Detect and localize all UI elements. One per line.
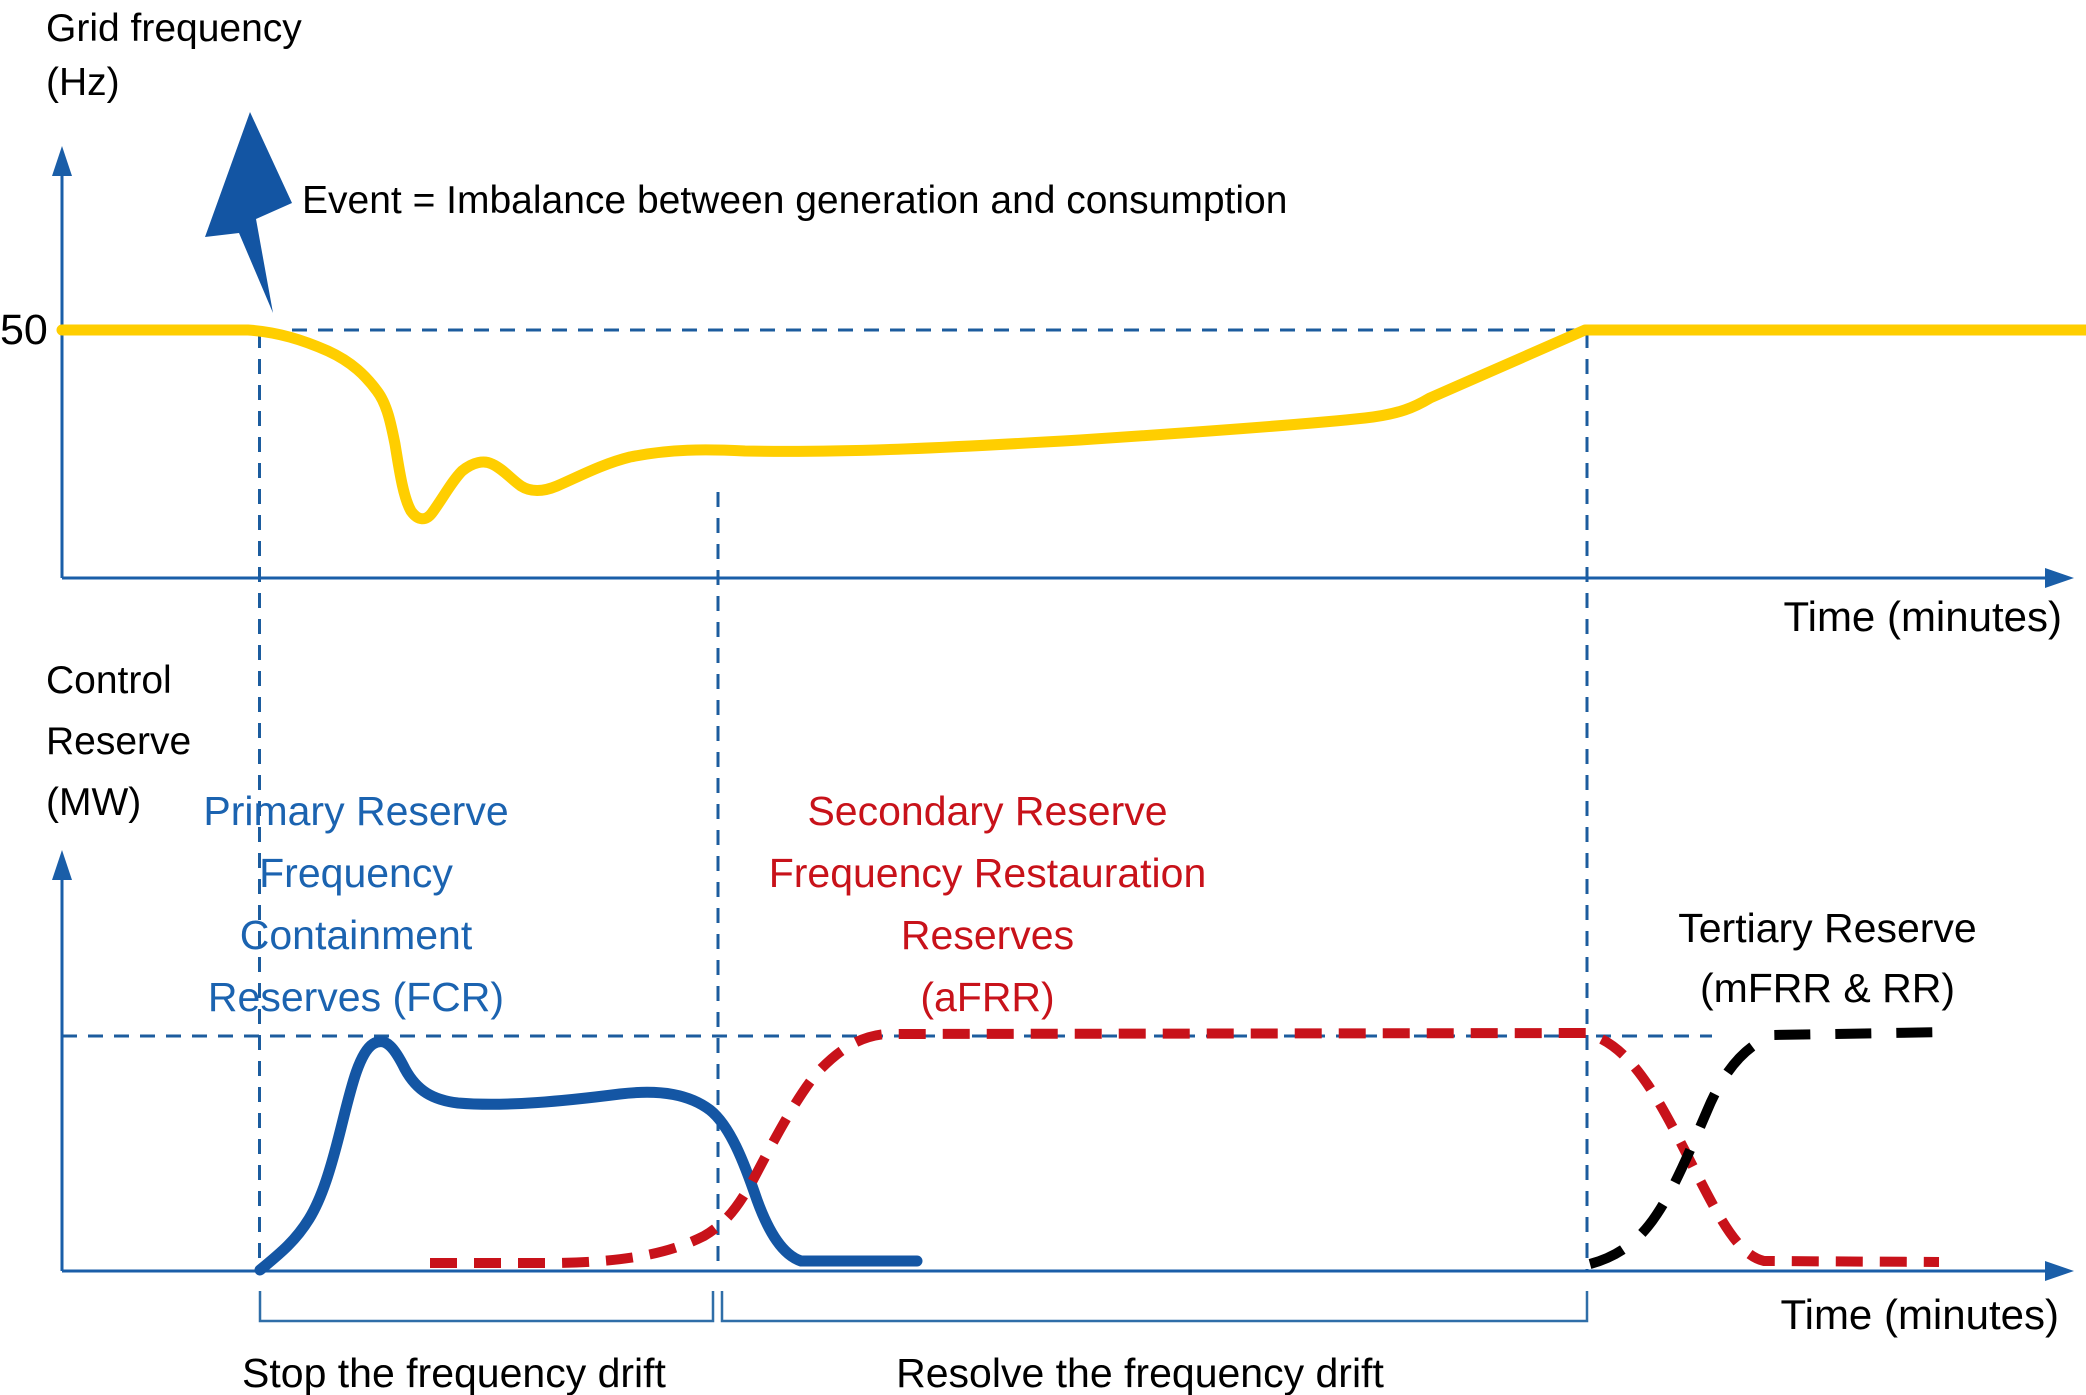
afrr-series-label: Secondary Reserve Frequency Restauration…	[768, 788, 1207, 1020]
grid-frequency-curve	[56, 324, 2086, 525]
y-tick-50: 50	[0, 306, 48, 354]
fcr-curve	[254, 1036, 923, 1276]
top-x-axis-title: Time (minutes)	[1783, 593, 2062, 640]
stop-drift-label: Stop the frequency drift	[242, 1350, 666, 1395]
resolve-drift-bracket	[720, 1291, 1589, 1323]
resolve-drift-label: Resolve the frequency drift	[896, 1350, 1384, 1395]
top-x-axis-arrow-icon	[2045, 568, 2074, 588]
bottom-x-axis-arrow-icon	[2045, 1261, 2074, 1281]
tertiary-curve	[1588, 1027, 1950, 1269]
top-y-axis-title: Grid frequency (Hz)	[46, 7, 302, 104]
afrr-curve	[430, 1027, 1940, 1268]
fcr-series-label: Primary Reserve Frequency Containment Re…	[203, 788, 509, 1020]
top-y-axis-arrow-icon	[52, 146, 72, 176]
bottom-y-axis-arrow-icon	[52, 850, 72, 880]
bottom-y-axis-title: Control Reserve (MW)	[46, 659, 192, 824]
event-annotation: Event = Imbalance between generation and…	[302, 179, 1288, 222]
tertiary-series-label: Tertiary Reserve (mFRR & RR)	[1678, 905, 1977, 1011]
stop-drift-bracket	[258, 1291, 715, 1323]
lightning-bolt-icon	[205, 112, 292, 313]
bottom-x-axis-title: Time (minutes)	[1780, 1291, 2059, 1338]
